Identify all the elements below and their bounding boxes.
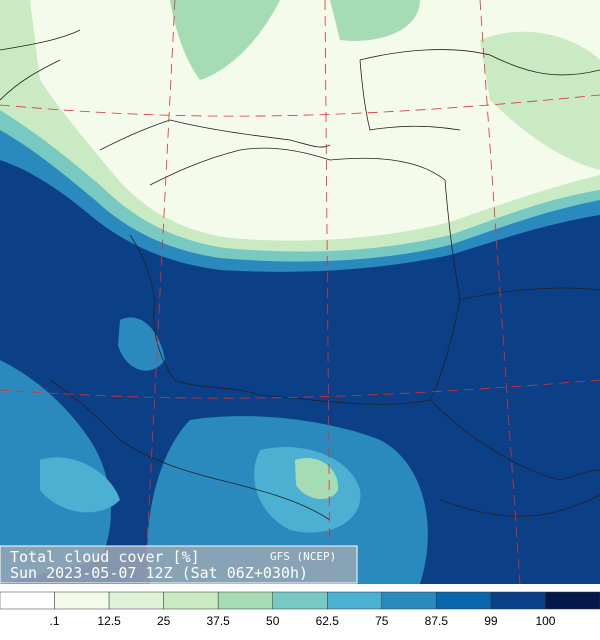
coast (0, 29, 81, 101)
colorbar-label: 50 (266, 614, 280, 628)
colorbar-swatch (54, 591, 110, 610)
map-field (0, 0, 600, 584)
borders (0, 29, 600, 521)
cloud-band (170, 0, 280, 80)
colorbar-label: 87.5 (425, 614, 449, 628)
colorbar-swatch (272, 591, 328, 610)
graticule (0, 0, 600, 585)
caption-title: Total cloud cover [%] (10, 548, 200, 566)
coast (99, 119, 331, 151)
cloud-band (330, 0, 420, 41)
colorbar-label: 12.5 (97, 614, 121, 628)
caption-source: GFS (NCEP) (270, 550, 336, 563)
colorbar-label: .1 (50, 614, 60, 628)
colorbar-label: 100 (535, 614, 555, 628)
border (359, 49, 600, 76)
border (129, 147, 461, 405)
colorbar-swatch (436, 591, 492, 610)
border (49, 379, 331, 521)
colorbar-swatch (0, 591, 55, 610)
cloud-band (295, 458, 339, 500)
graticule-line (144, 0, 176, 585)
cloud-band (118, 317, 165, 371)
cloud-band (30, 0, 600, 241)
cloud-band (480, 31, 600, 170)
colorbar-swatch (108, 591, 164, 610)
graticule-line (324, 0, 331, 585)
colorbar-swatch (217, 591, 273, 610)
colorbar-label: 25 (157, 614, 171, 628)
border (429, 399, 600, 481)
colorbar-swatch (545, 591, 600, 610)
cloud-band (40, 457, 120, 513)
colorbar-swatch (490, 591, 546, 610)
colorbar-label: 62.5 (316, 614, 340, 628)
border (439, 494, 600, 517)
graticule-line (479, 0, 521, 585)
border (359, 59, 461, 131)
graticule-line (0, 379, 600, 399)
border (459, 287, 600, 301)
colorbar-swatch (327, 591, 383, 610)
graticule-line (0, 94, 600, 117)
colorbar-swatch (163, 591, 219, 610)
colorbar-label: 75 (375, 614, 389, 628)
colorbar: .1 12.5 25 37.5 50 62.5 75 87.5 99 100 (0, 591, 600, 628)
colorbar-swatch (381, 591, 437, 610)
colorbar-label: 37.5 (207, 614, 231, 628)
caption-time: Sun 2023-05-07 12Z (Sat 06Z+030h) (10, 564, 308, 582)
colorbar-label: 99 (484, 614, 498, 628)
caption-box (0, 545, 358, 584)
